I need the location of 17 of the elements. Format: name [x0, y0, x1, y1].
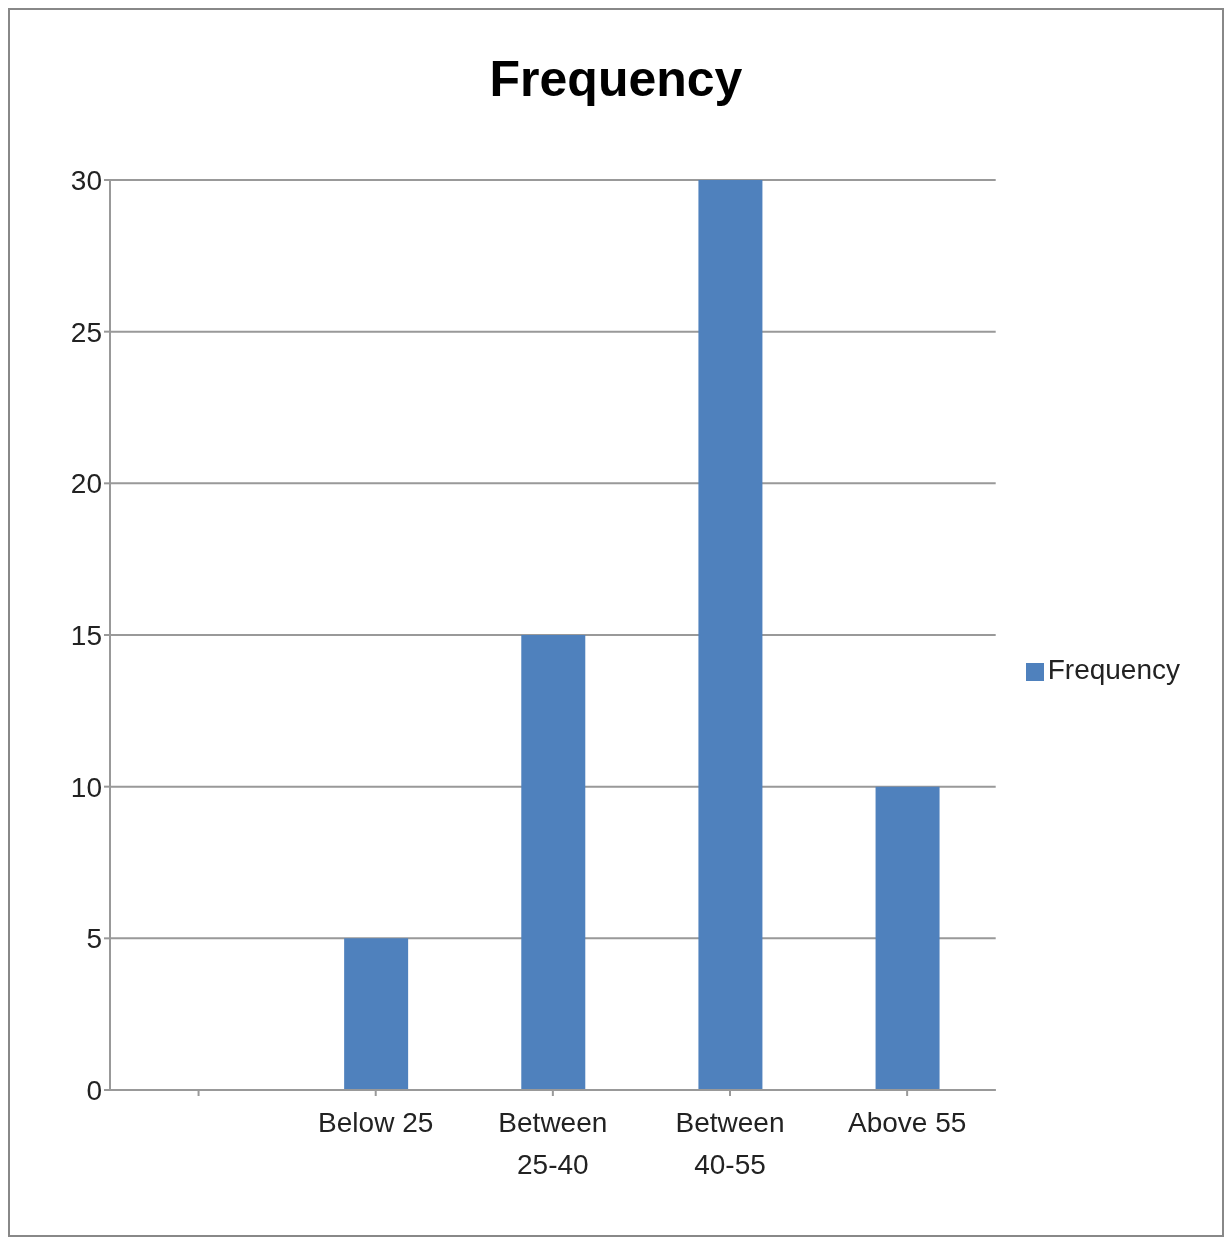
- x-tick-label: Between 25-40: [498, 1107, 608, 1180]
- bar: [698, 180, 763, 1090]
- x-tick-label: Above 55: [847, 1107, 967, 1138]
- bar: [875, 786, 940, 1090]
- legend-label: Frequency: [1047, 654, 1180, 685]
- x-tick-label: Between 40-55: [675, 1107, 785, 1180]
- y-tick-label: 0: [86, 1074, 102, 1106]
- chart-title: Frequency: [488, 50, 744, 109]
- y-tick-label: 5: [86, 923, 102, 955]
- y-tick-label: 25: [70, 316, 102, 348]
- x-tick-label: Below 25: [318, 1107, 434, 1138]
- y-tick-label: 20: [70, 468, 102, 500]
- y-tick-label: 15: [70, 619, 102, 651]
- y-tick-label: 30: [70, 164, 102, 196]
- y-tick-label: 10: [70, 771, 102, 803]
- bar: [521, 635, 586, 1090]
- bar: [344, 938, 409, 1090]
